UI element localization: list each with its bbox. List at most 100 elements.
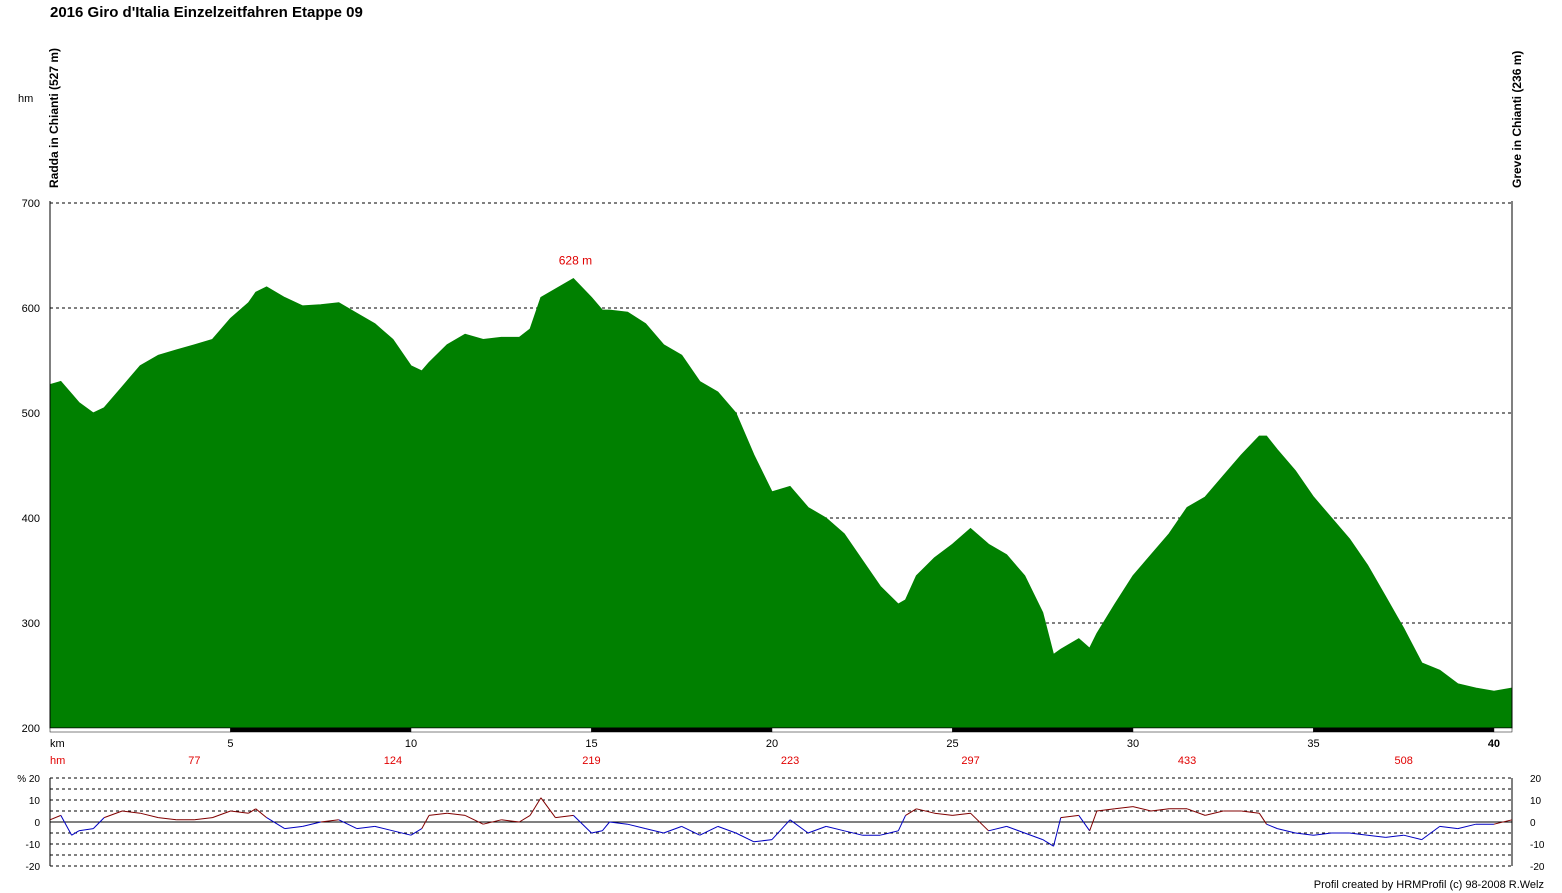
gradient-segment bbox=[880, 830, 899, 836]
gradient-segment bbox=[1385, 834, 1404, 838]
gradient-segment bbox=[1132, 806, 1152, 812]
gradient-segment bbox=[92, 817, 105, 829]
end-location-label: Greve in Chianti (236 m) bbox=[1510, 51, 1524, 188]
gradient-segment bbox=[1266, 823, 1278, 830]
climb-value-508: 508 bbox=[1395, 755, 1413, 767]
climb-value-297: 297 bbox=[961, 755, 979, 767]
gradient-segment bbox=[519, 814, 531, 823]
gradient-segment bbox=[1313, 832, 1332, 836]
climb-row-label: hm bbox=[50, 755, 65, 767]
gradient-segment bbox=[140, 812, 159, 819]
gradient-segment bbox=[1258, 812, 1267, 825]
peak-annotation: 628 m bbox=[559, 254, 592, 268]
gradient-segment bbox=[255, 808, 267, 818]
gradient-tick-right-10: 10 bbox=[1530, 796, 1542, 807]
gradient-segment bbox=[1089, 810, 1098, 831]
gradient-segment bbox=[970, 812, 989, 832]
gradient-segment bbox=[212, 810, 231, 819]
gradient-segment bbox=[122, 810, 141, 814]
gradient-segment bbox=[753, 839, 773, 843]
y-tick-label-600: 600 bbox=[22, 303, 40, 315]
gradient-segment bbox=[645, 828, 664, 834]
gradient-segment bbox=[905, 808, 917, 816]
gradient-segment bbox=[248, 808, 257, 814]
gradient-segment bbox=[284, 825, 303, 830]
gradient-tick-right-20: 20 bbox=[1530, 774, 1542, 785]
x-tick-label-30: 30 bbox=[1127, 738, 1139, 750]
gradient-segment bbox=[916, 808, 935, 814]
gradient-segment bbox=[844, 830, 863, 836]
gradient-segment bbox=[158, 817, 177, 821]
gradient-segment bbox=[266, 817, 285, 830]
gradient-tick-left-20: % 20 bbox=[17, 774, 40, 785]
x-tick-label-10: 10 bbox=[405, 738, 417, 750]
x-tick-label-5: 5 bbox=[227, 738, 233, 750]
climb-value-223: 223 bbox=[781, 755, 799, 767]
y-tick-label-300: 300 bbox=[22, 618, 40, 630]
gradient-segment bbox=[627, 823, 646, 830]
gradient-segment bbox=[103, 810, 123, 819]
gradient-segment bbox=[501, 819, 520, 823]
x-tick-label-40: 40 bbox=[1488, 738, 1500, 750]
gradient-segment bbox=[1403, 834, 1422, 841]
gradient-segment bbox=[71, 830, 80, 836]
gradient-segment bbox=[1295, 832, 1314, 836]
gradient-tick-right--20: -20 bbox=[1530, 862, 1545, 873]
x-tick-label-25: 25 bbox=[946, 738, 958, 750]
gradient-tick-left--10: -10 bbox=[26, 840, 41, 851]
gradient-segment bbox=[1439, 825, 1458, 830]
gradient-segment bbox=[392, 830, 412, 836]
gradient-lines bbox=[49, 797, 1513, 847]
gradient-tick-right--10: -10 bbox=[1530, 840, 1545, 851]
elevation-area bbox=[49, 277, 1513, 729]
gradient-segment bbox=[49, 814, 62, 821]
gradient-segment bbox=[934, 812, 953, 816]
gradient-segment bbox=[1114, 806, 1134, 810]
gradient-segment bbox=[447, 812, 466, 816]
elevation-labels: 200 300 400 500 600 700 hm km 5 10 15 20 25 30 35 40 hm 7… bbox=[18, 48, 1524, 767]
gradient-segment bbox=[1024, 832, 1043, 841]
gradient-segment bbox=[1150, 808, 1170, 812]
gradient-tick-left--20: -20 bbox=[26, 862, 41, 873]
gradient-tick-left-10: 10 bbox=[29, 796, 41, 807]
x-tick-label-15: 15 bbox=[585, 738, 597, 750]
x-axis-label: km bbox=[50, 738, 65, 750]
km-scale-segment bbox=[771, 727, 953, 733]
y-tick-label-700: 700 bbox=[22, 198, 40, 210]
gradient-segment bbox=[1096, 808, 1115, 812]
gradient-segment bbox=[555, 814, 574, 819]
start-location-label: Radda in Chianti (527 m) bbox=[47, 48, 61, 188]
climb-value-77: 77 bbox=[188, 755, 200, 767]
gradient-segment bbox=[826, 825, 845, 832]
gradient-segment bbox=[952, 812, 971, 816]
gradient-segment bbox=[1277, 828, 1296, 834]
climb-value-124: 124 bbox=[384, 755, 402, 767]
gradient-segment bbox=[529, 797, 542, 816]
gradient-segment bbox=[338, 819, 358, 830]
gradient-segment bbox=[464, 814, 484, 825]
gradient-segment bbox=[717, 825, 737, 834]
gradient-segment bbox=[421, 815, 430, 829]
km-scale-segment bbox=[49, 727, 231, 733]
climb-value-219: 219 bbox=[582, 755, 600, 767]
y-tick-label-500: 500 bbox=[22, 408, 40, 420]
km-scale-segment bbox=[1132, 727, 1314, 733]
gradient-segment bbox=[1421, 825, 1441, 841]
gradient-segment bbox=[1367, 834, 1386, 838]
credit-text: Profil created by HRMProfil (c) 98-2008 … bbox=[1313, 879, 1544, 891]
climb-value-433: 433 bbox=[1178, 755, 1196, 767]
gradient-segment bbox=[356, 825, 375, 830]
gradient-segment bbox=[897, 815, 906, 832]
gradient-segment bbox=[699, 825, 719, 836]
gradient-segment bbox=[681, 825, 700, 836]
gradient-tick-right-0: 0 bbox=[1530, 818, 1536, 829]
gradient-segment bbox=[1349, 832, 1368, 836]
x-tick-label-35: 35 bbox=[1307, 738, 1319, 750]
gradient-segment bbox=[1053, 817, 1062, 847]
x-tick-label-20: 20 bbox=[766, 738, 778, 750]
elevation-axes bbox=[49, 201, 1513, 733]
gradient-segment bbox=[320, 819, 339, 823]
km-scale-segment bbox=[1493, 727, 1513, 733]
gradient-segment bbox=[483, 819, 502, 825]
gradient-segment bbox=[374, 825, 394, 832]
